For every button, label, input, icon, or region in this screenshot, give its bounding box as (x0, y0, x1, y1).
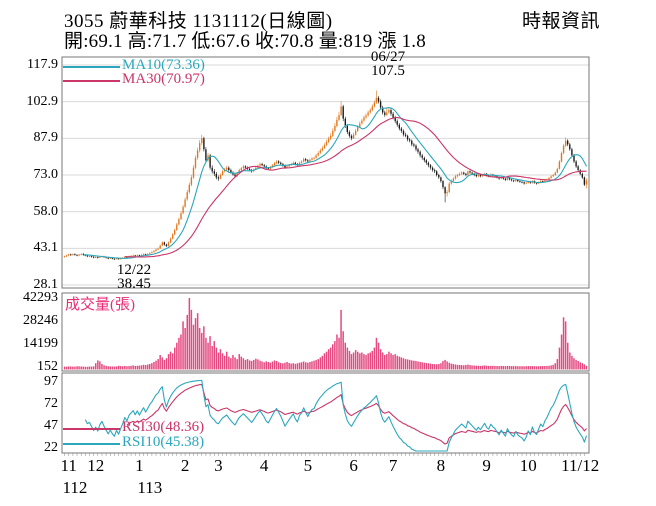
rsi-panel-border (61, 372, 590, 454)
price-ytick-label: 87.9 (33, 130, 59, 146)
source-label: 時報資訊 (521, 11, 600, 32)
low-annotation: 12/22 38.45 (104, 262, 164, 292)
rsi30-legend-swatch (63, 428, 120, 430)
volume-panel-label: 成交量(張) (65, 297, 135, 313)
month-label: 12 (87, 456, 105, 475)
ma30-line (124, 117, 587, 258)
peak-annotation-date: 06/27 (370, 49, 406, 65)
ma10-line (83, 107, 587, 259)
rsi10-legend-label: RSI10(45.38) (122, 434, 205, 450)
rsi-ytick-label: 22 (44, 440, 58, 455)
month-label: 4 (259, 456, 269, 475)
ma30-legend-label: MA30(70.97) (122, 71, 205, 87)
month-label: 8 (436, 456, 446, 475)
rsi-ytick-label: 47 (44, 418, 58, 433)
rsi10-line (84, 379, 588, 452)
month-label: 10 (519, 456, 537, 475)
volume-ytick-label: 14199 (23, 336, 58, 351)
peak-annotation: 06/27 107.5 (355, 49, 421, 79)
month-label: 11/12 (561, 456, 600, 475)
month-label: 2 (180, 456, 190, 475)
month-label: 6 (349, 456, 358, 475)
year-label: 112 (62, 478, 88, 497)
rsi-ytick-label: 72 (44, 396, 58, 411)
page-title: 3055 蔚華科技 1131112(日線圖) (64, 11, 333, 32)
ma10-legend-label: MA10(73.36) (122, 57, 205, 73)
year-label: 113 (137, 478, 163, 497)
price-ytick-label: 102.9 (26, 93, 59, 109)
low-annotation-date: 12/22 (116, 262, 152, 278)
price-ytick-label: 73.0 (33, 167, 59, 182)
month-label: 3 (214, 456, 223, 475)
volume-ytick-label: 28246 (23, 313, 58, 328)
month-label: 1 (135, 456, 144, 475)
price-ytick-label: 117.9 (27, 57, 58, 72)
price-ytick-label: 58.0 (33, 203, 59, 219)
rsi30-legend-label: RSI30(48.36) (122, 419, 205, 435)
ma30-legend-swatch (63, 80, 120, 82)
peak-annotation-value: 107.5 (371, 63, 405, 79)
ohlc-info-line: 開:69.1 高:71.7 低:67.6 收:70.8 量:819 漲 1.8 (64, 31, 426, 52)
month-label: 9 (482, 456, 491, 475)
price-ytick-label: 28.1 (33, 277, 59, 292)
volume-ytick-label: 42293 (23, 290, 58, 305)
rsi-ytick-label: 97 (44, 374, 58, 389)
month-label: 5 (303, 456, 313, 475)
x-axis-ticks (64, 453, 585, 456)
month-label: 7 (388, 456, 398, 475)
volume-panel-border (61, 292, 590, 372)
volume-bars (63, 298, 588, 370)
low-annotation-value: 38.45 (117, 276, 151, 292)
volume-ytick-label: 152 (37, 359, 58, 374)
rsi10-legend-swatch (63, 443, 120, 445)
price-panel-border (61, 56, 590, 289)
price-ytick-label: 43.1 (33, 240, 59, 256)
ma10-legend-swatch (63, 66, 120, 68)
month-label: 11 (60, 456, 77, 475)
